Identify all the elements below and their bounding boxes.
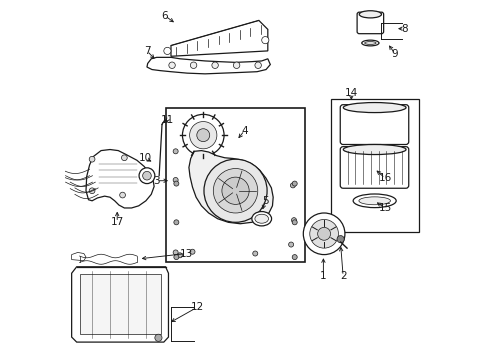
- FancyBboxPatch shape: [340, 105, 408, 144]
- Circle shape: [292, 220, 297, 225]
- Circle shape: [190, 62, 196, 68]
- Polygon shape: [171, 21, 267, 56]
- Circle shape: [139, 168, 155, 184]
- Text: 11: 11: [161, 115, 174, 125]
- Text: 5: 5: [262, 196, 268, 206]
- Circle shape: [182, 114, 224, 156]
- FancyBboxPatch shape: [356, 12, 383, 34]
- Circle shape: [89, 156, 95, 162]
- Circle shape: [233, 62, 239, 68]
- Ellipse shape: [343, 144, 405, 154]
- Circle shape: [303, 213, 344, 255]
- Ellipse shape: [364, 41, 375, 44]
- Ellipse shape: [251, 212, 271, 226]
- Circle shape: [173, 250, 178, 255]
- Circle shape: [120, 192, 125, 198]
- Circle shape: [211, 62, 218, 68]
- FancyBboxPatch shape: [340, 147, 408, 188]
- Circle shape: [196, 129, 209, 141]
- Polygon shape: [147, 57, 270, 74]
- Text: 2: 2: [339, 271, 346, 281]
- Ellipse shape: [352, 194, 395, 208]
- Circle shape: [177, 253, 182, 258]
- Text: 13: 13: [180, 248, 193, 258]
- Text: 1: 1: [320, 271, 326, 281]
- Polygon shape: [72, 252, 86, 261]
- Text: 7: 7: [143, 46, 150, 56]
- Circle shape: [291, 218, 296, 223]
- Circle shape: [174, 181, 179, 186]
- Circle shape: [213, 168, 257, 213]
- Circle shape: [155, 334, 162, 341]
- Circle shape: [261, 37, 268, 44]
- Circle shape: [173, 177, 178, 183]
- Circle shape: [189, 122, 217, 149]
- Ellipse shape: [359, 11, 381, 18]
- Ellipse shape: [361, 40, 378, 46]
- Circle shape: [142, 171, 151, 180]
- Circle shape: [174, 220, 179, 225]
- Circle shape: [89, 188, 95, 194]
- Text: 6: 6: [161, 11, 168, 21]
- Circle shape: [336, 235, 344, 243]
- Circle shape: [173, 149, 178, 154]
- Circle shape: [288, 242, 293, 247]
- Circle shape: [222, 177, 249, 204]
- Bar: [80, 274, 161, 334]
- Text: 14: 14: [344, 88, 357, 98]
- Bar: [165, 108, 305, 262]
- Text: 4: 4: [241, 126, 247, 135]
- Circle shape: [163, 47, 171, 54]
- Circle shape: [290, 183, 295, 188]
- Text: 12: 12: [190, 302, 203, 312]
- Circle shape: [292, 181, 297, 186]
- Circle shape: [174, 255, 179, 260]
- Text: 10: 10: [139, 153, 152, 163]
- Text: 3: 3: [153, 176, 160, 186]
- Text: 16: 16: [378, 173, 391, 183]
- Circle shape: [252, 251, 257, 256]
- Circle shape: [292, 255, 297, 260]
- Circle shape: [121, 155, 127, 161]
- Ellipse shape: [343, 103, 405, 113]
- Circle shape: [190, 249, 195, 254]
- Ellipse shape: [254, 214, 268, 223]
- Circle shape: [203, 159, 266, 222]
- Circle shape: [254, 62, 261, 68]
- Polygon shape: [72, 267, 168, 342]
- Ellipse shape: [358, 197, 389, 205]
- Text: 17: 17: [110, 217, 123, 227]
- Text: 15: 15: [378, 203, 391, 213]
- Circle shape: [168, 62, 175, 68]
- Text: 8: 8: [400, 24, 407, 34]
- Circle shape: [309, 220, 338, 248]
- Text: 9: 9: [391, 49, 398, 59]
- Polygon shape: [188, 150, 273, 224]
- Bar: [330, 99, 418, 232]
- Circle shape: [317, 227, 330, 240]
- Polygon shape: [86, 149, 154, 208]
